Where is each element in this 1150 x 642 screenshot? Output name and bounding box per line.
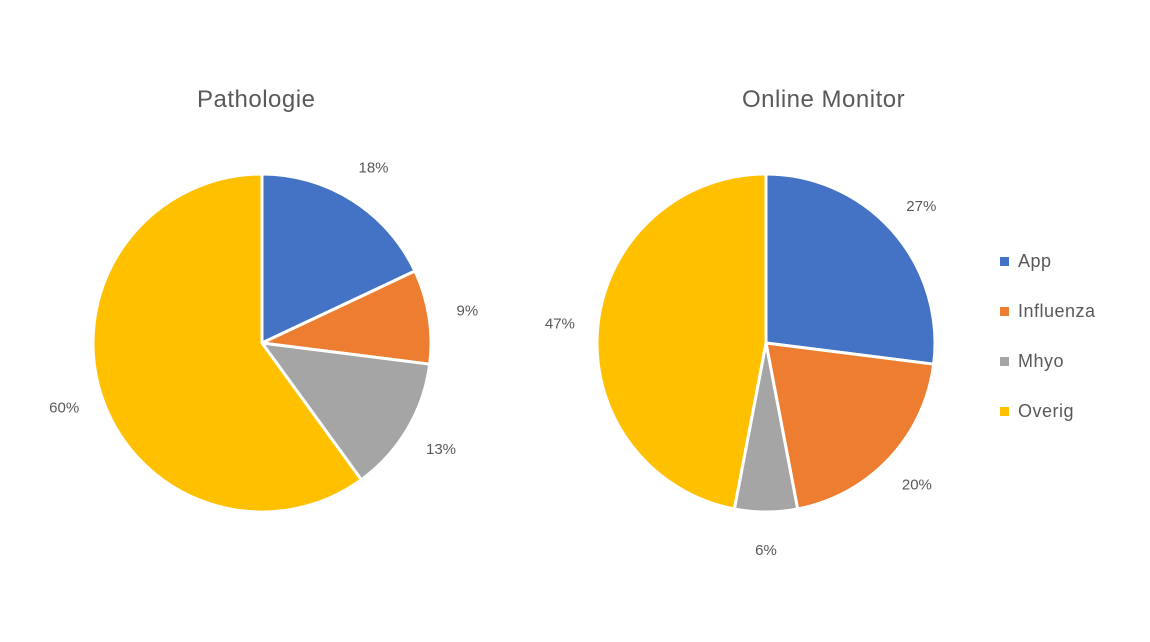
- legend-label-influenza: Influenza: [1018, 300, 1096, 321]
- data-label-pathologie-app: 18%: [358, 159, 388, 176]
- legend-label-app: App: [1018, 250, 1052, 271]
- legend-swatch-app: [1000, 256, 1009, 266]
- chart-title-online-monitor: Online Monitor: [742, 86, 906, 113]
- slice-pathologie-influenza: [260, 269, 433, 366]
- legend: App Influenza Mhyo Overig: [1000, 236, 1096, 436]
- legend-item-overig: Overig: [1000, 386, 1096, 436]
- slice-online-monitor-app: [764, 172, 937, 366]
- legend-swatch-influenza: [1000, 306, 1009, 316]
- slice-pathologie-mhyo: [260, 341, 432, 482]
- legend-item-mhyo: Mhyo: [1000, 336, 1096, 386]
- data-label-online-monitor-influenza: 20%: [902, 477, 932, 494]
- legend-label-overig: Overig: [1018, 400, 1075, 421]
- data-label-online-monitor-mhyo: 6%: [755, 542, 777, 559]
- slice-pathologie-overig: [91, 172, 363, 514]
- data-label-pathologie-influenza: 9%: [457, 303, 479, 320]
- data-label-pathologie-mhyo: 13%: [426, 441, 456, 458]
- data-label-online-monitor-app: 27%: [906, 198, 936, 215]
- legend-swatch-mhyo: [1000, 356, 1009, 366]
- slice-pathologie-app: [260, 172, 417, 345]
- legend-item-influenza: Influenza: [1000, 286, 1096, 336]
- slice-online-monitor-influenza: [764, 341, 936, 511]
- slice-online-monitor-overig: [595, 172, 768, 511]
- legend-swatch-overig: [1000, 406, 1009, 416]
- legend-item-app: App: [1000, 236, 1096, 286]
- data-label-pathologie-overig: 60%: [49, 399, 79, 416]
- legend-label-mhyo: Mhyo: [1018, 350, 1065, 371]
- data-label-online-monitor-overig: 47%: [545, 316, 575, 333]
- chart-title-pathologie: Pathologie: [197, 86, 316, 113]
